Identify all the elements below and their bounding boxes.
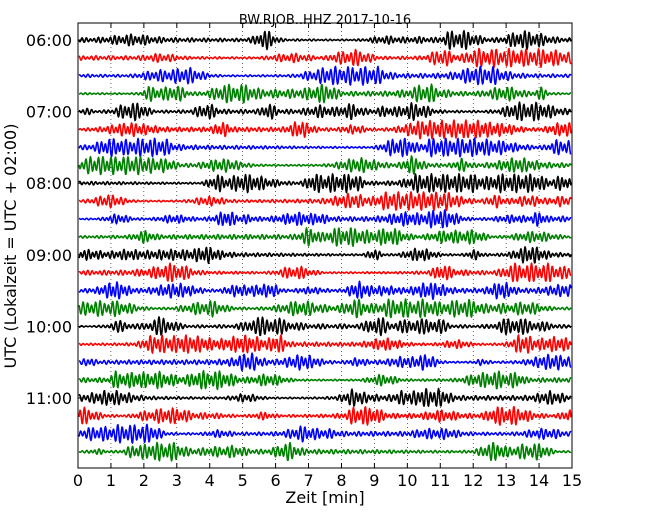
y-tick-label: 11:00 xyxy=(26,389,72,408)
plot-frame xyxy=(77,22,573,469)
seismic-trace xyxy=(78,405,572,426)
x-tick-label: 15 xyxy=(562,471,582,490)
seismic-trace xyxy=(78,441,572,462)
seismic-trace xyxy=(78,47,572,69)
y-tick-label: 07:00 xyxy=(26,103,72,122)
x-tick-label: 10 xyxy=(397,471,417,490)
x-axis-label: Zeit [min] xyxy=(285,488,364,507)
seismic-trace xyxy=(78,246,572,265)
seismic-trace xyxy=(78,262,572,283)
x-tick-label: 7 xyxy=(303,471,313,490)
y-tick-label: 10:00 xyxy=(26,317,72,336)
seismic-trace xyxy=(78,65,572,86)
x-tick-label: 3 xyxy=(172,471,182,490)
y-tick-label: 06:00 xyxy=(26,31,72,50)
seismic-trace xyxy=(78,172,572,194)
seismic-trace xyxy=(78,387,572,408)
seismic-trace xyxy=(78,155,572,176)
tick-layer: 0 1 2 3 4 5 6 7 8 9 10 11 12 13 14 1506:0007:0008:0009:… xyxy=(26,23,582,490)
seismic-trace xyxy=(78,352,572,372)
x-tick-label: 14 xyxy=(529,471,549,490)
seismic-trace xyxy=(78,369,572,391)
seismic-trace xyxy=(78,423,572,444)
x-tick-label: 5 xyxy=(238,471,248,490)
seismic-trace xyxy=(78,280,572,301)
seismic-trace xyxy=(78,119,572,140)
y-tick-label: 08:00 xyxy=(26,174,72,193)
x-tick-label: 9 xyxy=(369,471,379,490)
chart-title: BW.RJOB..HHZ 2017-10-16 xyxy=(239,13,411,28)
x-tick-label: 4 xyxy=(205,471,215,490)
seismic-trace xyxy=(78,101,572,122)
seismic-trace xyxy=(78,298,572,319)
seismic-trace xyxy=(78,29,572,51)
x-tick-label: 8 xyxy=(336,471,346,490)
trace-layer xyxy=(78,29,572,462)
seismic-trace xyxy=(78,137,572,158)
x-tick-label: 2 xyxy=(139,471,149,490)
x-tick-label: 0 xyxy=(73,471,83,490)
x-tick-label: 13 xyxy=(496,471,516,490)
x-tick-label: 1 xyxy=(106,471,116,490)
y-tick-label: 09:00 xyxy=(26,246,72,265)
seismic-trace xyxy=(78,316,572,337)
seismic-trace xyxy=(78,191,572,212)
seismic-trace xyxy=(78,209,572,229)
seismic-trace xyxy=(78,83,572,104)
x-tick-label: 11 xyxy=(430,471,450,490)
x-tick-label: 12 xyxy=(463,471,483,490)
x-tick-label: 6 xyxy=(271,471,281,490)
seismic-trace xyxy=(78,334,572,354)
y-axis-label: UTC (Lokalzeit = UTC + 02:00) xyxy=(1,124,20,369)
seismic-trace xyxy=(78,227,572,247)
